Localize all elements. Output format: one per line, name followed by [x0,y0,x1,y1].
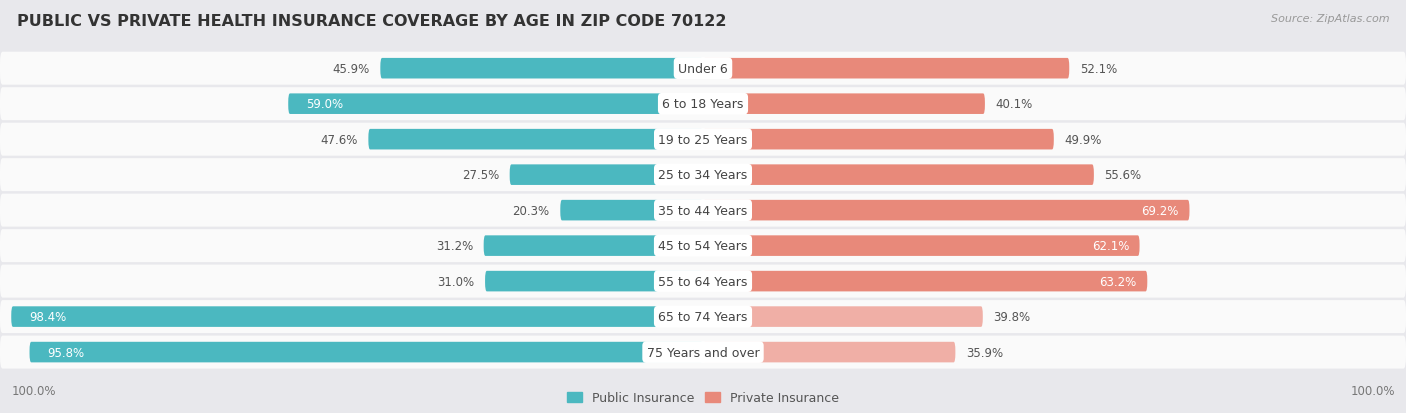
FancyBboxPatch shape [0,52,1406,85]
FancyBboxPatch shape [703,94,984,115]
FancyBboxPatch shape [703,165,1094,185]
Text: 100.0%: 100.0% [11,384,56,397]
Legend: Public Insurance, Private Insurance: Public Insurance, Private Insurance [565,389,841,407]
FancyBboxPatch shape [703,306,983,327]
Text: Source: ZipAtlas.com: Source: ZipAtlas.com [1271,14,1389,24]
FancyBboxPatch shape [0,336,1406,369]
FancyBboxPatch shape [485,271,703,292]
FancyBboxPatch shape [0,300,1406,333]
Text: 19 to 25 Years: 19 to 25 Years [658,133,748,146]
Text: 95.8%: 95.8% [48,346,84,359]
FancyBboxPatch shape [0,230,1406,263]
Text: 52.1%: 52.1% [1080,62,1116,76]
Text: 45 to 54 Years: 45 to 54 Years [658,240,748,252]
Text: 69.2%: 69.2% [1142,204,1178,217]
FancyBboxPatch shape [703,130,1054,150]
FancyBboxPatch shape [0,123,1406,156]
Text: 62.1%: 62.1% [1091,240,1129,252]
FancyBboxPatch shape [703,342,956,363]
FancyBboxPatch shape [484,236,703,256]
Text: 40.1%: 40.1% [995,98,1032,111]
Text: 75 Years and over: 75 Years and over [647,346,759,359]
FancyBboxPatch shape [703,271,1147,292]
Text: 35.9%: 35.9% [966,346,1002,359]
FancyBboxPatch shape [0,88,1406,121]
FancyBboxPatch shape [288,94,703,115]
FancyBboxPatch shape [380,59,703,79]
Text: 98.4%: 98.4% [28,310,66,323]
FancyBboxPatch shape [368,130,703,150]
Text: 55.6%: 55.6% [1105,169,1142,182]
FancyBboxPatch shape [0,159,1406,192]
FancyBboxPatch shape [509,165,703,185]
Text: 6 to 18 Years: 6 to 18 Years [662,98,744,111]
Text: Under 6: Under 6 [678,62,728,76]
Text: 63.2%: 63.2% [1099,275,1136,288]
Text: 20.3%: 20.3% [513,204,550,217]
Text: 100.0%: 100.0% [1350,384,1395,397]
FancyBboxPatch shape [0,265,1406,298]
FancyBboxPatch shape [703,236,1140,256]
FancyBboxPatch shape [560,200,703,221]
Text: 27.5%: 27.5% [463,169,499,182]
Text: 65 to 74 Years: 65 to 74 Years [658,310,748,323]
FancyBboxPatch shape [11,306,703,327]
Text: 31.0%: 31.0% [437,275,475,288]
Text: 25 to 34 Years: 25 to 34 Years [658,169,748,182]
Text: 55 to 64 Years: 55 to 64 Years [658,275,748,288]
Text: 35 to 44 Years: 35 to 44 Years [658,204,748,217]
FancyBboxPatch shape [703,200,1189,221]
Text: 31.2%: 31.2% [436,240,472,252]
Text: 59.0%: 59.0% [307,98,343,111]
Text: 45.9%: 45.9% [333,62,370,76]
Text: PUBLIC VS PRIVATE HEALTH INSURANCE COVERAGE BY AGE IN ZIP CODE 70122: PUBLIC VS PRIVATE HEALTH INSURANCE COVER… [17,14,727,29]
FancyBboxPatch shape [703,59,1069,79]
Text: 49.9%: 49.9% [1064,133,1102,146]
Text: 47.6%: 47.6% [321,133,357,146]
Text: 39.8%: 39.8% [993,310,1031,323]
FancyBboxPatch shape [30,342,703,363]
FancyBboxPatch shape [0,194,1406,227]
